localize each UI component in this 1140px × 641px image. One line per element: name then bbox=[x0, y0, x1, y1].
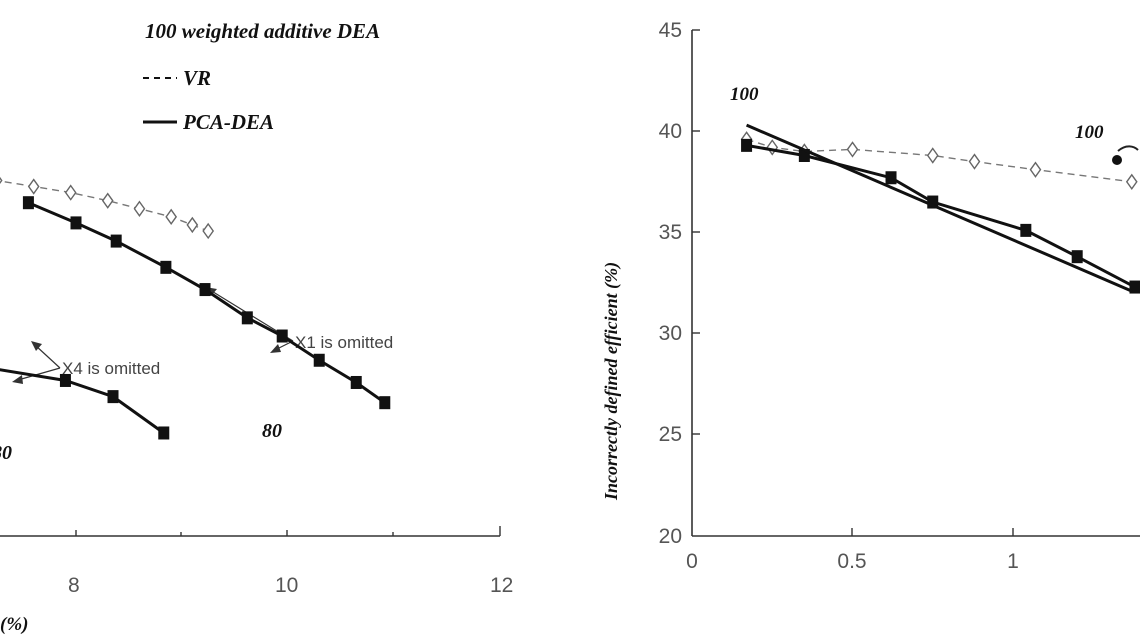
chart0-pca-dea-point-9 bbox=[379, 396, 391, 410]
arrowhead-x4-up bbox=[31, 341, 42, 351]
chart0-vr-point-5 bbox=[0, 176, 3, 185]
annotation-100-right: 100 bbox=[1075, 122, 1104, 143]
chart0-pca-dea-point-4 bbox=[199, 283, 211, 297]
arrowhead-x1-right bbox=[270, 344, 281, 353]
annotation-100-right-curve bbox=[1117, 145, 1139, 152]
left-x-tick-8: 8 bbox=[68, 574, 80, 597]
left-x-axis-label: (%) bbox=[0, 614, 28, 635]
chart1-vr-point-1 bbox=[766, 139, 779, 156]
chart0-vr-point-9 bbox=[133, 200, 146, 217]
chart1-vr-line bbox=[746, 138, 1132, 183]
right-x-tick-0-5: 0.5 bbox=[837, 550, 866, 573]
left-panel: 8 10 12 (%) 100 weighted additive DEA VR… bbox=[0, 19, 513, 635]
chart-marks bbox=[0, 123, 1140, 440]
right-x-tick-0: 0 bbox=[686, 550, 698, 573]
legend-vr-label: VR bbox=[183, 66, 211, 90]
right-y-tick-20: 20 bbox=[659, 525, 682, 548]
chart0-pca-dea-point-5 bbox=[241, 311, 253, 325]
chart0-vr-point-11 bbox=[186, 216, 199, 234]
chart1-pca-dea-point-3 bbox=[927, 195, 939, 209]
left-x-tick-10: 10 bbox=[275, 574, 298, 597]
legend-title: 100 weighted additive DEA bbox=[145, 19, 380, 43]
chart0-vr-point-10 bbox=[165, 208, 178, 226]
chart1-vr-point-6 bbox=[1029, 161, 1042, 178]
chart0-pca-dea-point-0 bbox=[22, 196, 34, 210]
right-panel: 45 40 35 30 25 20 0 0.5 1 Incorrectly de… bbox=[601, 19, 1140, 573]
chart1-vr-point-3 bbox=[846, 141, 859, 158]
chart0-pca-dea-line bbox=[27, 201, 386, 404]
chart1-vr-point-5 bbox=[968, 153, 981, 170]
right-y-tick-35: 35 bbox=[659, 221, 682, 244]
chart0-pca-dea-point-1 bbox=[70, 216, 82, 230]
chart0-pca-dea-point-3 bbox=[160, 260, 172, 274]
chart0-vr-point-8 bbox=[101, 192, 114, 209]
chart1-vr-point-7 bbox=[1125, 173, 1138, 191]
chart1-pca-dea-point-6 bbox=[1129, 280, 1140, 294]
chart0-pca-dea-point-8 bbox=[350, 375, 362, 389]
annotation-100-left: 100 bbox=[730, 84, 759, 105]
chart1-pca-dea-point-4 bbox=[1020, 223, 1032, 237]
chart0-x4-omitted-pca-dea--point-3 bbox=[158, 426, 170, 440]
chart0-vr-point-7 bbox=[64, 184, 77, 201]
right-y-tick-45: 45 bbox=[659, 19, 682, 42]
chart0-x4-omitted-pca-dea--point-1 bbox=[59, 373, 71, 387]
legend-pca-label: PCA-DEA bbox=[182, 110, 274, 134]
right-x-tick-1: 1 bbox=[1007, 550, 1019, 573]
chart0-pca-dea-point-2 bbox=[110, 234, 122, 248]
right-y-axis-label: Incorrectly defined efficient (%) bbox=[601, 262, 622, 501]
arrowhead-x4-left bbox=[12, 375, 23, 384]
chart1-pca-dea-fit-line bbox=[745, 123, 1133, 293]
right-y-tick-40: 40 bbox=[659, 120, 682, 143]
annotation-80-left: 80 bbox=[0, 442, 12, 464]
chart1-pca-dea-point-5 bbox=[1071, 250, 1083, 264]
chart1-pca-dea-point-0 bbox=[741, 138, 753, 152]
chart0-x4-omitted-pca-dea--point-2 bbox=[107, 390, 119, 404]
chart1-pca-dea-point-1 bbox=[798, 148, 810, 162]
chart0-vr-point-6 bbox=[27, 178, 40, 195]
annotation-80-right: 80 bbox=[262, 420, 282, 442]
arrow-x4-up bbox=[34, 344, 61, 369]
chart1-pca-dea-point-2 bbox=[885, 171, 897, 185]
right-y-tick-30: 30 bbox=[659, 322, 682, 345]
arrow-x4-left bbox=[17, 367, 61, 381]
chart0-pca-dea-point-7 bbox=[313, 353, 325, 367]
chart0-vr-point-12 bbox=[202, 222, 215, 240]
left-x-tick-12: 12 bbox=[490, 574, 513, 597]
chart0-pca-dea-point-6 bbox=[276, 329, 288, 343]
chart1-vr-point-4 bbox=[926, 147, 939, 164]
right-y-tick-25: 25 bbox=[659, 423, 682, 446]
chart0-x4-omitted-pca-dea--line bbox=[0, 368, 165, 435]
annotation-100-right-point bbox=[1112, 155, 1122, 165]
annotation-x4-omitted: X4 is omitted bbox=[62, 359, 160, 378]
annotation-x1-omitted: X1 is omitted bbox=[295, 333, 393, 352]
